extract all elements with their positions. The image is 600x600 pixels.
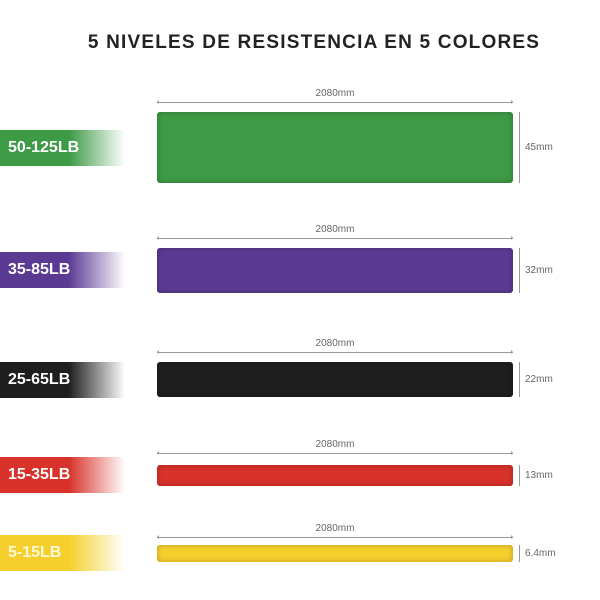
width-arrow: [519, 545, 520, 562]
resistance-label: 25-65LB: [0, 362, 125, 398]
width-label: 13mm: [525, 469, 553, 481]
length-arrow: [157, 451, 513, 455]
width-label: 22mm: [525, 373, 553, 385]
page-title: 5 NIVELES DE RESISTENCIA EN 5 COLORES: [87, 32, 541, 53]
resistance-text: 5-15LB: [8, 544, 62, 561]
resistance-text: 50-125LB: [8, 139, 80, 156]
length-label: 2080mm: [315, 224, 355, 235]
length-label: 2080mm: [315, 88, 355, 99]
width-arrow: [519, 248, 520, 293]
resistance-text: 25-65LB: [8, 371, 71, 388]
resistance-band: [157, 112, 513, 183]
resistance-label: 50-125LB: [0, 130, 125, 166]
length-label: 2080mm: [315, 523, 355, 534]
length-arrow: [157, 236, 513, 240]
length-arrow: [157, 350, 513, 354]
resistance-label: 5-15LB: [0, 535, 125, 571]
length-label: 2080mm: [315, 338, 355, 349]
width-label: 45mm: [525, 141, 553, 153]
resistance-text: 35-85LB: [8, 261, 71, 278]
resistance-label: 15-35LB: [0, 457, 125, 493]
width-arrow: [519, 465, 520, 486]
resistance-band: [157, 248, 513, 293]
width-arrow: [519, 362, 520, 397]
width-arrow: [519, 112, 520, 183]
length-arrow: [157, 535, 513, 539]
resistance-band: [157, 362, 513, 397]
width-label: 32mm: [525, 264, 553, 276]
resistance-text: 15-35LB: [8, 466, 71, 483]
length-label: 2080mm: [315, 439, 355, 450]
resistance-label: 35-85LB: [0, 252, 125, 288]
width-label: 6.4mm: [525, 547, 556, 559]
resistance-band: [157, 545, 513, 562]
resistance-band: [157, 465, 513, 486]
length-arrow: [157, 100, 513, 104]
